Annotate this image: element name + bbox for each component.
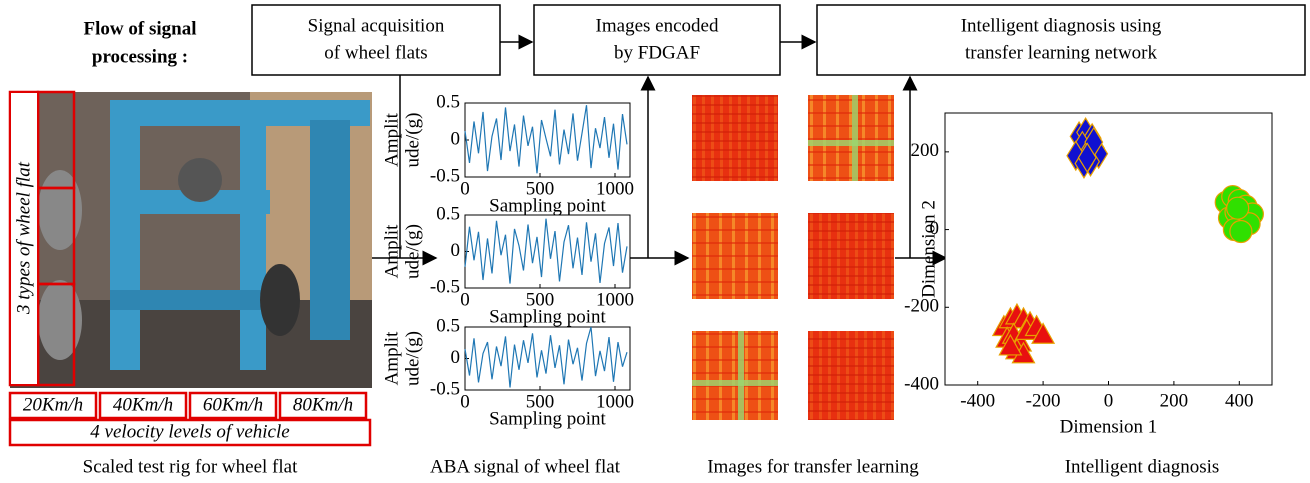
x-tick-label: -400 bbox=[960, 390, 995, 411]
velocity-label: 80Km/h bbox=[293, 394, 353, 415]
step-text: Images encoded bbox=[596, 15, 719, 36]
plot-area bbox=[465, 103, 630, 177]
y-tick-label: 0 bbox=[451, 128, 461, 149]
diagram: Flow of signal processing : Signal acqui… bbox=[0, 0, 1310, 483]
encoded-images bbox=[692, 95, 894, 420]
point bbox=[1230, 221, 1252, 243]
x-axis-label: Dimension 1 bbox=[1060, 416, 1158, 437]
x-axis-label: Sampling point bbox=[489, 408, 606, 429]
x-tick-label: 0 bbox=[460, 289, 470, 310]
velocity-label: 20Km/h bbox=[23, 394, 83, 415]
y-tick-label: -0.5 bbox=[430, 165, 460, 186]
step-text: Intelligent diagnosis using bbox=[961, 15, 1162, 36]
caption: Intelligent diagnosis bbox=[1065, 456, 1220, 477]
y-tick-label: 0 bbox=[451, 240, 461, 261]
x-tick-label: 0 bbox=[460, 178, 470, 199]
y-tick-label: 200 bbox=[911, 140, 940, 161]
y-tick-label: 0 bbox=[451, 347, 461, 368]
flow-label: Flow of signal bbox=[84, 18, 197, 39]
x-tick-label: -200 bbox=[1026, 390, 1061, 411]
y-tick-label: -0.5 bbox=[430, 276, 460, 297]
plot-area bbox=[945, 113, 1272, 385]
step-text: by FDGAF bbox=[614, 42, 700, 63]
step-text: transfer learning network bbox=[965, 42, 1158, 63]
y-axis-label: Amplit bbox=[381, 112, 402, 167]
y-axis-label: ude/(g) bbox=[402, 113, 423, 168]
x-axis-label: Sampling point bbox=[489, 306, 606, 327]
test-rig-photo bbox=[10, 92, 372, 388]
point bbox=[1227, 197, 1249, 219]
flat-types-label: 3 types of wheel flat bbox=[13, 161, 34, 315]
x-tick-label: 400 bbox=[1225, 390, 1254, 411]
y-axis-label: Dimension 2 bbox=[918, 200, 939, 298]
y-tick-label: 0.5 bbox=[436, 315, 460, 336]
y-tick-label: -400 bbox=[904, 373, 939, 394]
step-text: of wheel flats bbox=[324, 42, 427, 63]
flow-label: processing : bbox=[92, 46, 188, 67]
y-tick-label: 0.5 bbox=[436, 91, 460, 112]
x-axis-label: Sampling point bbox=[489, 195, 606, 216]
y-axis-label: ude/(g) bbox=[402, 224, 423, 279]
y-tick-label: 0.5 bbox=[436, 203, 460, 224]
caption: Images for transfer learning bbox=[707, 456, 919, 477]
y-axis-label: Amplit bbox=[381, 331, 402, 386]
step-text: Signal acquisition bbox=[308, 15, 445, 36]
y-axis-label: ude/(g) bbox=[402, 331, 423, 386]
y-tick-label: -0.5 bbox=[430, 378, 460, 399]
caption: Scaled test rig for wheel flat bbox=[83, 456, 298, 477]
y-axis-label: Amplit bbox=[381, 224, 402, 279]
x-tick-label: 0 bbox=[1104, 390, 1114, 411]
velocity-label: 60Km/h bbox=[203, 394, 263, 415]
x-tick-label: 0 bbox=[460, 391, 470, 412]
velocity-label: 40Km/h bbox=[113, 394, 173, 415]
x-tick-label: 200 bbox=[1160, 390, 1189, 411]
caption: ABA signal of wheel flat bbox=[430, 456, 621, 477]
velocity-levels-label: 4 velocity levels of vehicle bbox=[90, 421, 289, 442]
